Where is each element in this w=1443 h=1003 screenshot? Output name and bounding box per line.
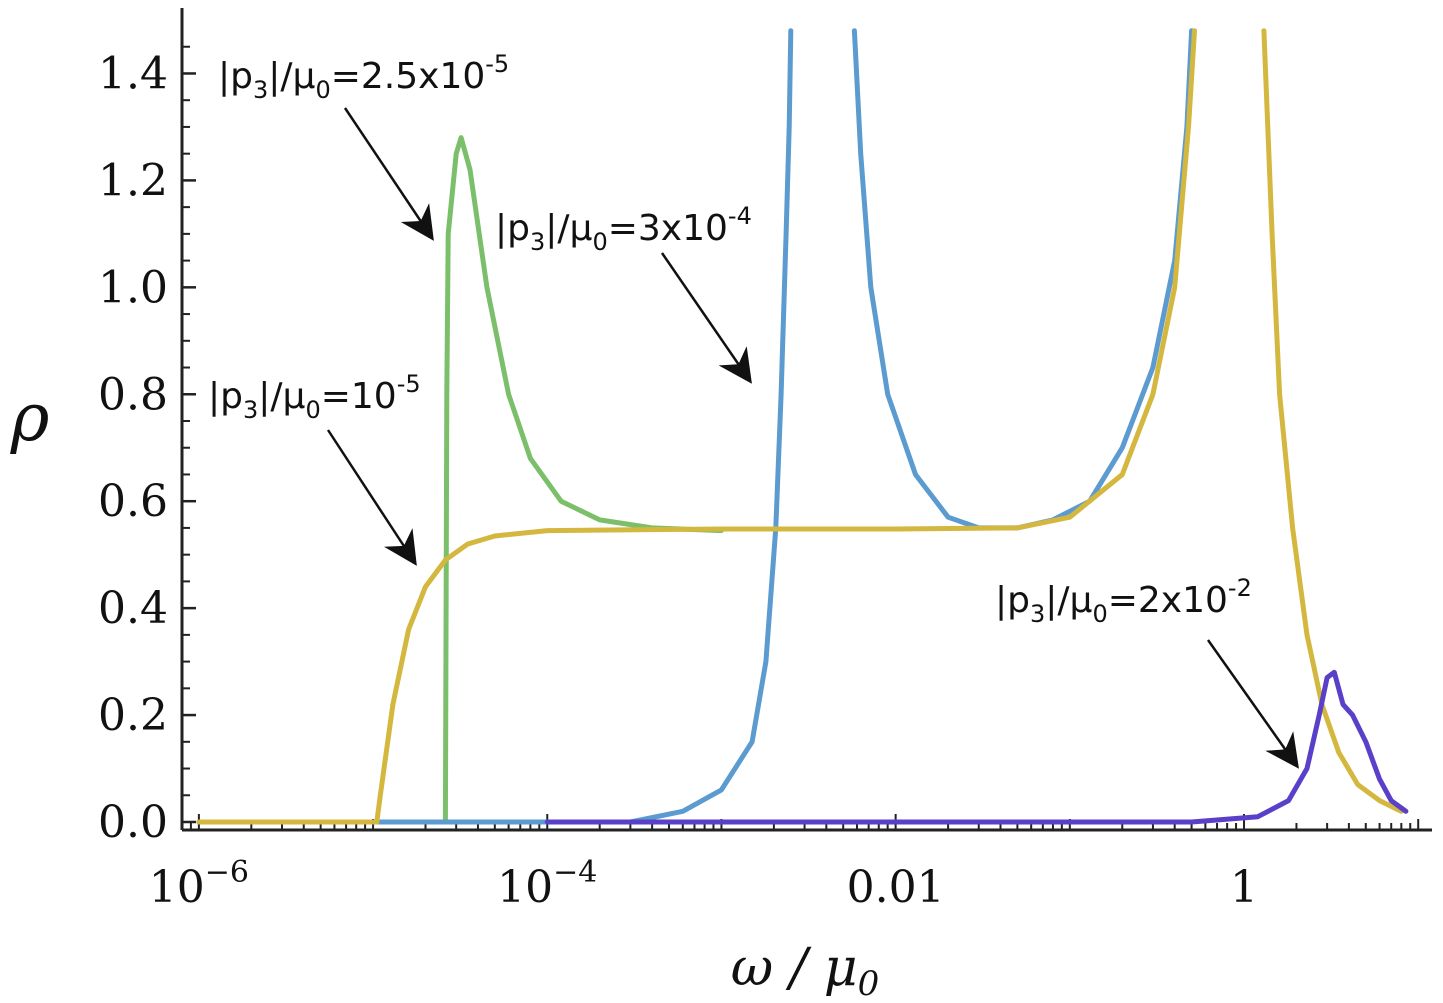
annotation-text-part: -5	[397, 370, 421, 398]
annotation-text-part: |/μ	[1045, 580, 1092, 621]
annotation-text-part: -2	[1228, 574, 1252, 602]
x-tick-label: 10−6	[149, 855, 249, 913]
x-axis-title-main: ω / μ	[731, 938, 858, 998]
series-line-4	[544, 669, 1409, 825]
annotation-text-part: 3	[530, 228, 545, 256]
annotation-text-part: -5	[485, 50, 509, 78]
x-tick-label-exponent: −6	[205, 855, 249, 890]
annotation-text-part: 3	[243, 396, 258, 424]
annotation-3: |p3|/μ0=10-5	[208, 370, 421, 566]
y-tick-label: 0.0	[98, 797, 168, 848]
annotation-arrow	[343, 107, 434, 241]
annotation-text-part: -4	[728, 202, 752, 230]
x-axis-title-subscript: 0	[858, 964, 880, 1003]
axes	[180, 8, 1432, 832]
series-line-2	[196, 28, 1195, 825]
annotation-text-part: |/μ	[545, 208, 592, 249]
annotation-2: |p3|/μ0=3x10-4	[495, 202, 752, 384]
y-tick-label: 1.4	[98, 48, 168, 99]
annotation-label: |p3|/μ0=3x10-4	[495, 202, 752, 256]
annotation-text-part: 0	[1092, 600, 1107, 628]
x-tick-label-exponent: −4	[553, 855, 597, 890]
series-lines	[196, 28, 1409, 825]
annotation-label: |p3|/μ0=2.5x10-5	[218, 50, 509, 104]
annotation-text-part: |p	[218, 56, 253, 97]
annotation-text-part: =2x10	[1108, 580, 1228, 621]
annotation-text-part: 0	[592, 228, 607, 256]
annotation-text-part: |/μ	[268, 56, 315, 97]
y-tick-label: 1.0	[98, 262, 168, 313]
annotation-4: |p3|/μ0=2x10-2	[995, 574, 1299, 769]
annotation-text-part: |/μ	[258, 376, 305, 417]
series-line-1	[196, 135, 724, 825]
x-tick-label-base: 10	[497, 862, 553, 913]
annotation-text-part: |p	[995, 580, 1030, 621]
y-tick-label: 1.2	[98, 155, 168, 206]
x-axis-title: ω / μ0	[731, 938, 879, 1003]
annotation-label: |p3|/μ0=2x10-2	[995, 574, 1252, 628]
annotation-label: |p3|/μ0=10-5	[208, 370, 421, 424]
x-tick-label: 10−4	[497, 855, 597, 913]
annotation-text-part: 3	[1030, 600, 1045, 628]
y-tick-label: 0.2	[98, 690, 168, 741]
x-tick-label-base: 10	[149, 862, 205, 913]
annotations: |p3|/μ0=2.5x10-5|p3|/μ0=3x10-4|p3|/μ0=10…	[208, 50, 1299, 769]
annotation-text-part: =2.5x10	[331, 56, 486, 97]
annotation-1: |p3|/μ0=2.5x10-5	[218, 50, 509, 241]
annotation-text-part: |p	[495, 208, 530, 249]
annotation-text-part: |p	[208, 376, 243, 417]
y-axis-title: ρ	[10, 379, 50, 456]
y-tick-label: 0.8	[98, 369, 168, 420]
annotation-text-part: =3x10	[608, 208, 728, 249]
annotation-text-part: 3	[253, 76, 268, 104]
annotation-arrow	[326, 429, 417, 566]
series-line-3	[196, 28, 1404, 825]
y-tick-label: 0.6	[98, 476, 168, 527]
annotation-arrow	[1206, 639, 1299, 769]
tick-marks: 0.00.20.40.60.81.01.21.410−6 10−4 0.01 1	[98, 45, 1420, 913]
x-tick-label: 1	[1230, 862, 1258, 913]
x-tick-label: 0.01	[847, 862, 945, 913]
annotation-text-part: 0	[315, 76, 330, 104]
annotation-arrow	[660, 252, 752, 384]
annotation-text-part: =10	[321, 376, 397, 417]
y-tick-label: 0.4	[98, 583, 168, 634]
annotation-text-part: 0	[305, 396, 320, 424]
